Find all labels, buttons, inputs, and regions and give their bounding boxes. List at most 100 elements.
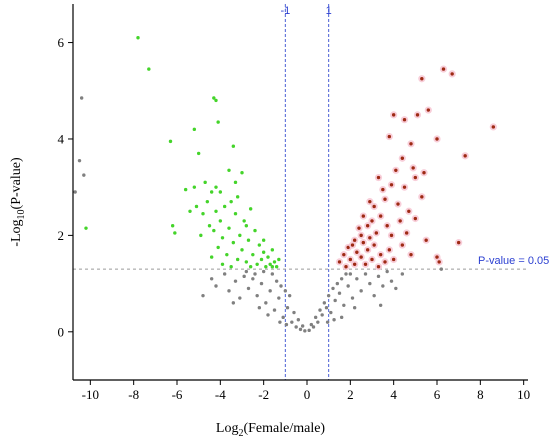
data-point-down (248, 265, 253, 269)
data-point-not_significant (337, 291, 342, 295)
data-point-not_significant (257, 305, 262, 310)
data-point-down (192, 185, 197, 189)
data-point-down (242, 219, 246, 223)
data-point-up (435, 137, 439, 141)
data-point-up (420, 195, 424, 199)
data-point-not_significant (298, 327, 303, 332)
data-point-not_significant (329, 310, 333, 315)
data-point-not_significant (255, 293, 259, 298)
data-point-not_significant (318, 308, 322, 312)
data-point-up (376, 265, 381, 269)
data-point-up (350, 243, 355, 247)
y-tick-label: 6 (58, 35, 65, 50)
data-point-down (257, 243, 262, 247)
data-point-not_significant (283, 289, 288, 293)
data-point-up (402, 185, 407, 189)
data-point-down (147, 67, 151, 71)
data-point-up (355, 250, 359, 254)
data-point-up (407, 209, 411, 213)
x-tick-label: 10 (517, 387, 530, 402)
y-tick-label: 0 (58, 324, 65, 339)
data-point-down (220, 236, 225, 240)
data-point-up (352, 238, 357, 242)
data-point-up (348, 257, 353, 262)
data-point-not_significant (333, 298, 337, 303)
data-point-not_significant (313, 315, 318, 320)
data-point-up (342, 252, 346, 257)
data-point-down (214, 185, 218, 189)
data-point-up (387, 248, 392, 252)
data-point-not_significant (233, 279, 238, 283)
data-point-up (400, 243, 405, 247)
data-point-down (244, 260, 249, 264)
data-point-down (216, 245, 220, 250)
data-point-up (376, 175, 381, 180)
data-point-down (272, 260, 277, 264)
data-point-not_significant (244, 269, 249, 274)
data-point-not_significant (378, 303, 383, 307)
data-point-up (361, 214, 366, 218)
data-point-up (400, 156, 405, 160)
data-point-down (233, 180, 238, 185)
data-point-not_significant (325, 320, 330, 324)
data-point-up (363, 262, 368, 267)
data-point-down (235, 257, 240, 262)
data-point-up (383, 197, 387, 201)
data-point-not_significant (326, 293, 331, 298)
data-point-up (378, 214, 383, 218)
data-point-not_significant (222, 272, 227, 276)
data-point-down (203, 180, 207, 185)
data-point-not_significant (77, 158, 82, 163)
data-point-up (391, 257, 396, 262)
data-point-up (402, 117, 407, 122)
data-point-up (413, 216, 418, 221)
x-tick-label: 4 (390, 387, 397, 402)
data-point-not_significant (339, 277, 344, 281)
data-point-up (491, 125, 496, 129)
data-point-not_significant (296, 318, 301, 322)
data-point-not_significant (400, 272, 405, 276)
data-point-down (244, 224, 249, 228)
data-point-down (261, 250, 266, 254)
data-point-not_significant (266, 313, 270, 317)
data-point-up (413, 175, 418, 180)
data-point-down (251, 252, 255, 257)
x-tick-label: 8 (477, 387, 484, 402)
data-point-up (359, 255, 363, 259)
y-axis-title-main: -Log (9, 219, 24, 246)
data-point-down (270, 248, 275, 252)
data-point-not_significant (439, 267, 444, 271)
data-point-not_significant (73, 190, 77, 194)
data-point-not_significant (322, 301, 327, 305)
data-point-not_significant (214, 284, 218, 288)
data-point-up (368, 236, 372, 240)
data-point-not_significant (381, 284, 385, 288)
data-point-not_significant (270, 272, 275, 276)
data-point-down (266, 255, 270, 259)
x-tick-label: -4 (215, 387, 226, 402)
x-tick-label: -8 (128, 387, 139, 402)
data-point-down (235, 195, 240, 199)
data-point-down (240, 248, 244, 252)
data-point-not_significant (277, 296, 281, 300)
data-point-down (192, 127, 197, 132)
data-point-not_significant (238, 296, 242, 300)
vertical-threshold-label: 1 (326, 5, 332, 17)
data-point-down (205, 199, 210, 204)
data-point-down (264, 265, 268, 269)
y-tick-label: 4 (58, 131, 65, 146)
data-point-not_significant (311, 325, 316, 329)
data-point-not_significant (389, 279, 394, 283)
data-point-not_significant (342, 303, 346, 307)
data-point-not_significant (355, 277, 359, 281)
x-axis-title-sub: 2 (238, 428, 243, 439)
data-point-down (274, 265, 279, 269)
vertical-threshold-label: -1 (280, 5, 290, 17)
data-point-not_significant (300, 324, 305, 328)
x-axis-title: Log2(Female/male) (216, 421, 326, 439)
data-point-not_significant (352, 305, 357, 310)
data-point-down (207, 224, 212, 228)
data-point-down (229, 199, 233, 204)
data-point-up (394, 168, 398, 173)
data-point-down (136, 36, 140, 40)
